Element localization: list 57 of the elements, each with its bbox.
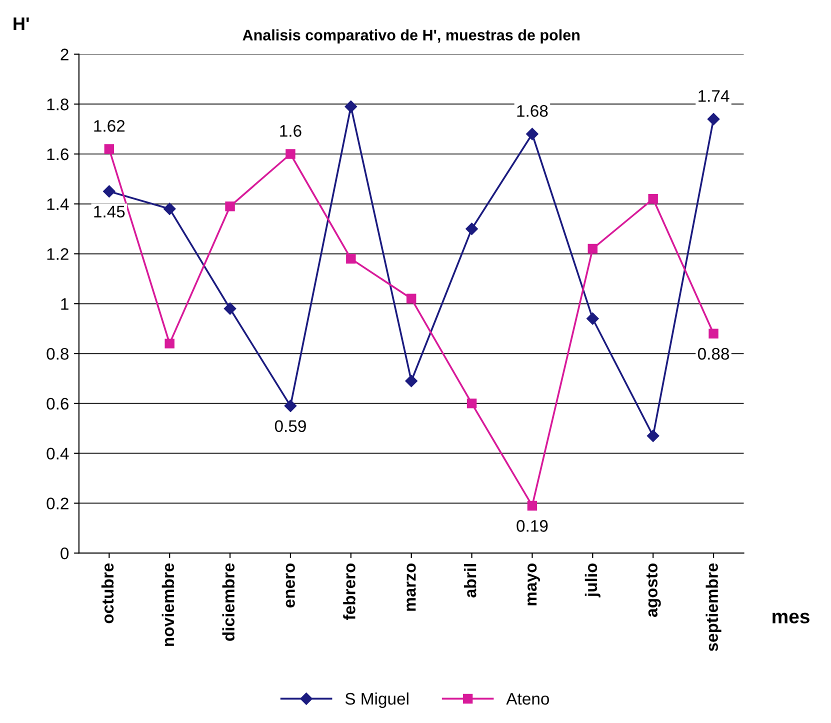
point [164,202,176,215]
point [164,338,174,348]
point [225,202,235,212]
y-tick-label: 0 [60,547,69,560]
x-tick-label: mayo [528,563,540,606]
point [346,254,356,264]
x-tick-label: febrero [343,563,356,620]
data-label: 0.59 [274,420,306,432]
legend-label: S Miguel [345,692,408,708]
x-tick-label: julio [584,563,600,598]
point [406,294,416,304]
x-tick-label: enero [286,563,295,608]
point [586,312,599,325]
data-label: 1.62 [94,120,125,132]
x-tick-label: marzo [406,563,416,611]
point [588,244,598,254]
point [286,149,296,159]
y-tick-label: 1.2 [47,248,68,260]
y-tick-label: 0.6 [46,398,68,410]
y-tick-label: 1.8 [47,98,68,110]
point [344,100,358,113]
y-axis-title: H' [14,18,29,30]
point [527,500,538,511]
y-tick-label: 0.2 [46,498,68,510]
x-tick-label: septiembre [706,563,722,652]
point [224,302,236,315]
x-tick-label: noviembre [162,563,174,646]
point [284,400,297,412]
data-label: 0.88 [698,348,730,360]
point [646,430,660,442]
chart-title: Analisis comparativo de H', muestras de polen [242,29,580,44]
x-tick-label: agosto [646,563,661,617]
y-tick-label: 2 [60,48,68,60]
point [103,185,116,198]
point [526,128,538,140]
point [466,222,478,235]
x-tick-label: octubre [101,563,114,624]
x-tick-label: diciembre [222,563,235,641]
data-label: 1.74 [698,90,730,102]
data-label: 1.68 [517,105,548,117]
point [104,144,114,154]
point [466,398,477,408]
data-label: 1.45 [94,206,125,218]
data-label: 0.19 [516,520,548,532]
x-axis-title: mes [772,612,810,624]
y-tick-label: 0.8 [46,348,68,360]
y-tick-label: 1 [61,298,68,310]
data-label: 1.6 [280,125,302,137]
point [648,194,658,204]
point [707,112,720,126]
y-tick-label: 1.6 [47,148,68,160]
point [405,374,418,388]
x-tick-label: abril [464,564,476,598]
y-tick-label: 0.4 [46,448,69,460]
point [708,328,718,338]
y-tick-label: 1.4 [47,198,69,210]
legend-label: Ateno [506,693,549,705]
